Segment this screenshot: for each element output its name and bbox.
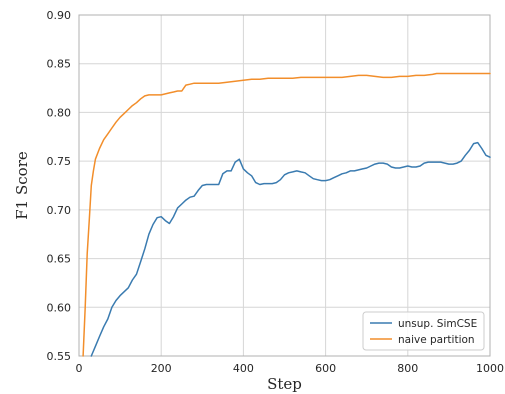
y-tick-label: 0.75 bbox=[47, 155, 72, 168]
y-tick-label: 0.70 bbox=[47, 204, 72, 217]
y-axis-label: F1 Score bbox=[13, 151, 31, 220]
series-line-unsup-simcse bbox=[90, 141, 491, 357]
y-tick-label: 0.80 bbox=[47, 106, 72, 119]
x-tick-labels: 0 200 400 600 800 1000 bbox=[76, 362, 505, 375]
y-tick-label: 0.60 bbox=[47, 301, 72, 314]
x-tick-label: 400 bbox=[233, 362, 254, 375]
x-tick-label: 600 bbox=[315, 362, 336, 375]
series-lines bbox=[82, 72, 491, 357]
legend-label-unsup-simcse: unsup. SimCSE bbox=[398, 318, 477, 330]
plot-frame bbox=[78, 14, 491, 357]
grid bbox=[78, 14, 491, 357]
y-tick-label: 0.55 bbox=[47, 350, 72, 363]
x-tick-label: 800 bbox=[397, 362, 418, 375]
y-tick-label: 0.65 bbox=[47, 253, 72, 266]
legend-label-naive-partition: naive partition bbox=[398, 334, 475, 346]
series-line-naive-partition bbox=[82, 72, 491, 357]
x-tick-label: 0 bbox=[76, 362, 83, 375]
y-tick-labels: 0.55 0.60 0.65 0.70 0.75 0.80 0.85 0.90 bbox=[47, 9, 72, 363]
legend: unsup. SimCSE naive partition bbox=[362, 311, 485, 351]
y-tick-label: 0.85 bbox=[47, 58, 72, 71]
x-tick-label: 200 bbox=[151, 362, 172, 375]
legend-box bbox=[362, 311, 485, 351]
x-tick-label: 1000 bbox=[476, 362, 504, 375]
y-tick-label: 0.90 bbox=[47, 9, 72, 22]
x-axis-label: Step bbox=[267, 375, 302, 393]
